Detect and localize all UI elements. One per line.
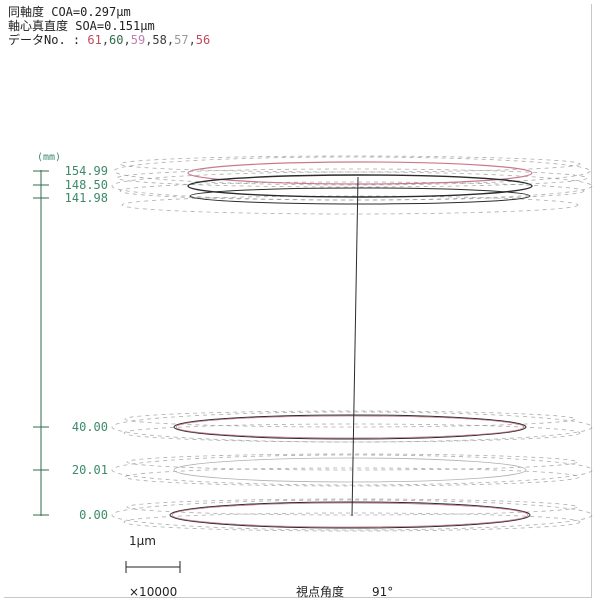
data-number-row: データNo. : 61,60,59,58,57,56 <box>8 33 210 47</box>
center-axis-line <box>351 176 359 517</box>
plot-frame <box>4 4 592 598</box>
axis-straightness-readout: 軸心真直度 SOA=0.151μm <box>8 19 155 33</box>
axis-level-label: 154.99 <box>65 164 108 178</box>
dashed-guide-ellipse <box>126 453 578 471</box>
dashed-guide-ellipse <box>113 156 591 186</box>
axis-level-label: 40.00 <box>72 420 108 434</box>
profile-ellipse <box>187 161 533 185</box>
view-angle-value: 91° <box>372 585 393 599</box>
solid-profile-layer <box>169 161 533 529</box>
data-number-list: 61,60,59,58,57,56 <box>87 33 210 47</box>
data-number-separator: , <box>166 33 175 47</box>
axis-level-label: 148.50 <box>65 178 108 192</box>
dashed-guide-ellipse <box>111 411 593 443</box>
data-number-58: 58 <box>152 33 167 47</box>
profile-ellipse <box>175 415 525 439</box>
data-number-59: 59 <box>130 33 146 47</box>
dashed-guide-ellipse <box>123 512 581 532</box>
dashed-guide-ellipse <box>116 168 588 188</box>
profile-ellipse <box>189 187 531 205</box>
data-number-separator: , <box>145 33 153 47</box>
data-number-separator: , <box>101 33 110 47</box>
data-number-56: 56 <box>195 33 211 47</box>
data-number-separator: , <box>188 33 196 47</box>
measurement-header: 同軸度 COA=0.297μm 軸心真直度 SOA=0.151μm データNo.… <box>8 5 210 47</box>
dashed-guide-ellipse <box>111 454 593 486</box>
profile-ellipse <box>169 501 531 529</box>
axis-level-label: 141.98 <box>65 191 108 205</box>
coaxiality-readout: 同軸度 COA=0.297μm <box>8 5 131 19</box>
dashed-guide-ellipse <box>111 171 593 201</box>
profile-ellipse <box>171 502 529 528</box>
profile-ellipse <box>187 174 533 198</box>
axis-level-label: 20.01 <box>72 463 108 477</box>
dashed-guide-ellipse <box>123 423 581 443</box>
profile-ellipse <box>173 457 527 483</box>
axis-level-label: 0.00 <box>79 508 108 522</box>
dashed-guide-ellipse <box>121 195 579 215</box>
axis-unit-label: (mm) <box>37 152 61 163</box>
scale-label: 1μm <box>129 534 156 548</box>
profile-ellipse <box>173 414 527 440</box>
view-angle-label: 視点角度 <box>296 584 344 599</box>
dashed-guide-ellipse <box>111 499 593 531</box>
data-number-label: データNo. : <box>8 33 81 47</box>
dashed-guide-ellipse <box>124 467 580 487</box>
data-number-61: 61 <box>87 33 102 47</box>
dashed-guide-ellipse <box>124 410 576 428</box>
dashed-guide-layer <box>111 155 593 532</box>
data-number-57: 57 <box>174 33 189 47</box>
data-number-separator: , <box>123 33 131 47</box>
data-number-60: 60 <box>109 33 124 47</box>
dashed-guide-ellipse <box>119 155 581 173</box>
magnification-label: ×10000 <box>129 585 177 599</box>
